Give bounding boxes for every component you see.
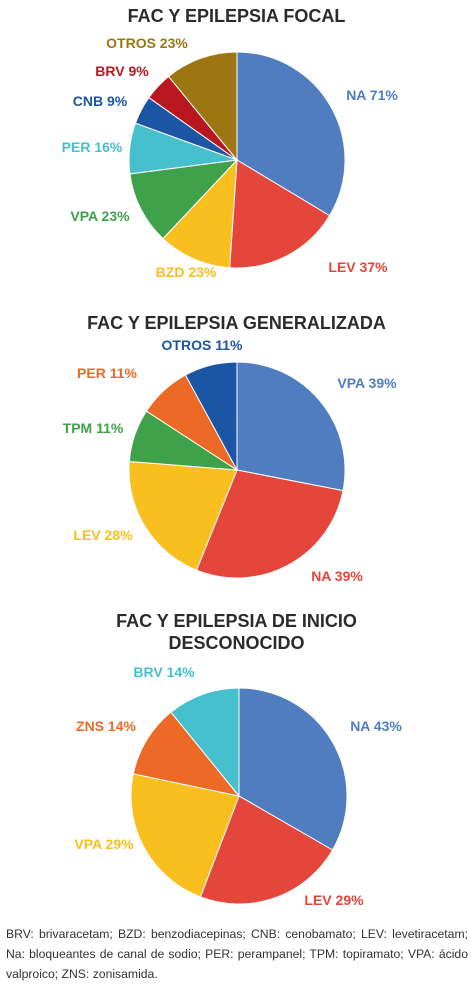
slice-label-zns: ZNS 14%: [76, 718, 136, 734]
pie-slice-otros: [184, 361, 238, 471]
pie-slice-lev: [199, 795, 334, 905]
pie-slice-na: [236, 51, 346, 217]
pie-chart-generalizada: VPA 39% NA 39% LEV 28% TPM 11% PER 11% OTROS …: [63, 337, 397, 584]
slice-label-otros: OTROS 11%: [162, 337, 243, 353]
pie-slice-lev: [229, 159, 331, 269]
pie-slice-vpa: [236, 361, 346, 492]
slice-label-na: NA 39%: [311, 568, 363, 584]
chart-title-generalizada: FAC Y EPILEPSIA GENERALIZADA: [87, 313, 386, 333]
chart-panel-focal: FAC Y EPILEPSIA FOCAL NA 71% LEV 37% BZD 2…: [0, 0, 473, 300]
pie-slice-brv: [170, 687, 240, 798]
pie-slice-vpa: [130, 773, 240, 898]
slice-label-lev: LEV 29%: [304, 892, 364, 908]
slice-label-vpa: VPA 23%: [70, 208, 130, 224]
abbreviations-caption: BRV: brivaracetam; BZD: benzodiacepinas;…: [6, 927, 468, 981]
slice-label-brv: BRV 9%: [95, 63, 149, 79]
slice-label-lev: LEV 37%: [328, 259, 388, 275]
chart-panel-generalizada: FAC Y EPILEPSIA GENERALIZADA VPA 39% NA 3…: [0, 300, 473, 600]
slice-label-bzd: BZD 23%: [156, 264, 217, 280]
chart-title-focal: FAC Y EPILEPSIA FOCAL: [127, 6, 346, 26]
slice-label-otros: OTROS 23%: [106, 35, 188, 51]
slice-label-cnb: CNB 9%: [73, 93, 128, 109]
slice-label-per: PER 11%: [77, 365, 137, 381]
slice-label-tpm: TPM 11%: [63, 420, 124, 436]
slice-label-na: NA 71%: [346, 87, 398, 103]
slice-label-brv: BRV 14%: [133, 664, 195, 680]
pie-slice-vpa: [129, 159, 239, 240]
pie-slice-zns: [132, 711, 241, 797]
pie-chart-desconocido: NA 43% LEV 29% VPA 29% ZNS 14% BRV 14%: [74, 664, 402, 908]
chart-title-desconocido: FAC Y EPILEPSIA DE INICIO DESCONOCIDO: [116, 611, 357, 653]
slice-label-na: NA 43%: [350, 718, 402, 734]
pie-slice-bzd: [162, 158, 238, 269]
pie-slice-lev: [128, 460, 238, 571]
chart-panel-desconocido: FAC Y EPILEPSIA DE INICIO DESCONOCIDO NA…: [0, 600, 473, 920]
pie-chart-focal: NA 71% LEV 37% BZD 23% VPA 23% PER 16% CNB 9%…: [62, 35, 399, 280]
slice-label-lev: LEV 28%: [73, 527, 133, 543]
slice-label-per: PER 16%: [62, 139, 123, 155]
slice-label-vpa: VPA 39%: [337, 375, 397, 391]
pie-slice-otros: [167, 51, 238, 162]
pie-slice-na: [195, 469, 344, 579]
slice-label-vpa: VPA 29%: [74, 836, 134, 852]
pie-slice-na: [238, 687, 348, 851]
